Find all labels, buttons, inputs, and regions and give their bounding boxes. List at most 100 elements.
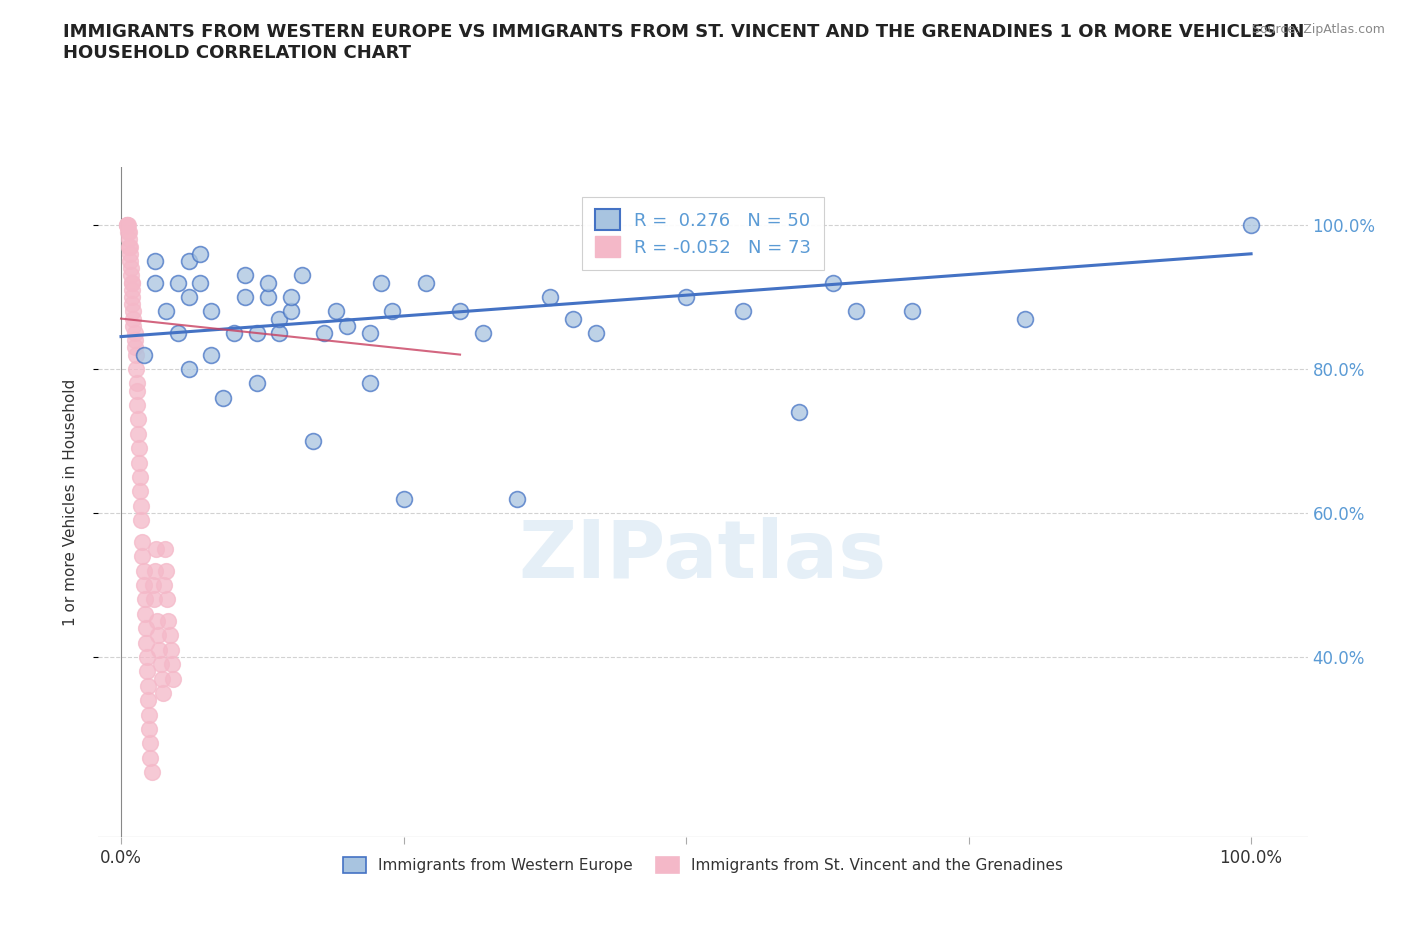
Point bbox=[129, 484, 152, 498]
Point bbox=[505, 491, 527, 506]
Point bbox=[280, 304, 302, 319]
Point bbox=[222, 326, 245, 340]
Point bbox=[359, 326, 381, 340]
Point bbox=[138, 707, 160, 722]
Point bbox=[117, 218, 139, 232]
Point bbox=[370, 275, 392, 290]
Text: IMMIGRANTS FROM WESTERN EUROPE VS IMMIGRANTS FROM ST. VINCENT AND THE GRENADINES: IMMIGRANTS FROM WESTERN EUROPE VS IMMIGR… bbox=[63, 23, 1305, 62]
Point bbox=[160, 657, 183, 671]
Point bbox=[131, 535, 153, 550]
Point bbox=[585, 326, 607, 340]
Point bbox=[120, 260, 142, 275]
Point bbox=[166, 326, 188, 340]
Point bbox=[122, 318, 145, 333]
Point bbox=[188, 246, 211, 261]
Point bbox=[132, 578, 155, 592]
Point bbox=[136, 649, 159, 664]
Point bbox=[132, 347, 155, 362]
Point bbox=[118, 225, 141, 240]
Point bbox=[325, 304, 347, 319]
Point bbox=[302, 433, 325, 448]
Point bbox=[314, 326, 336, 340]
Point bbox=[257, 289, 280, 304]
Point bbox=[159, 643, 181, 658]
Point bbox=[246, 326, 269, 340]
Point bbox=[675, 289, 697, 304]
Point bbox=[142, 578, 165, 592]
Point bbox=[139, 751, 162, 765]
Point bbox=[177, 254, 200, 269]
Legend: Immigrants from Western Europe, Immigrants from St. Vincent and the Grenadines: Immigrants from Western Europe, Immigran… bbox=[337, 851, 1069, 880]
Point bbox=[562, 312, 585, 326]
Text: ZIPatlas: ZIPatlas bbox=[519, 517, 887, 595]
Point bbox=[392, 491, 415, 506]
Point bbox=[233, 289, 256, 304]
Point bbox=[359, 376, 381, 391]
Point bbox=[787, 405, 810, 419]
Point bbox=[155, 304, 177, 319]
Point bbox=[246, 376, 269, 391]
Point bbox=[115, 218, 138, 232]
Point bbox=[280, 289, 302, 304]
Point bbox=[136, 678, 159, 693]
Point bbox=[121, 275, 143, 290]
Point bbox=[152, 685, 174, 700]
Point bbox=[269, 326, 291, 340]
Point bbox=[120, 254, 142, 269]
Point bbox=[132, 564, 155, 578]
Point bbox=[269, 312, 291, 326]
Point bbox=[125, 376, 148, 391]
Point bbox=[128, 455, 150, 470]
Point bbox=[153, 578, 176, 592]
Point bbox=[143, 275, 166, 290]
Point bbox=[143, 254, 166, 269]
Point bbox=[131, 549, 153, 564]
Point bbox=[211, 391, 233, 405]
Text: Source: ZipAtlas.com: Source: ZipAtlas.com bbox=[1251, 23, 1385, 36]
Point bbox=[125, 347, 148, 362]
Point bbox=[115, 218, 138, 232]
Point bbox=[145, 541, 167, 556]
Point bbox=[166, 275, 188, 290]
Point bbox=[381, 304, 404, 319]
Point bbox=[121, 297, 143, 312]
Point bbox=[135, 635, 157, 650]
Point bbox=[153, 541, 176, 556]
Point bbox=[336, 318, 359, 333]
Point bbox=[141, 764, 163, 779]
Point bbox=[120, 246, 142, 261]
Point bbox=[134, 606, 156, 621]
Point bbox=[125, 362, 148, 377]
Point bbox=[233, 268, 256, 283]
Point bbox=[134, 592, 156, 607]
Point bbox=[150, 671, 173, 686]
Point bbox=[131, 512, 153, 527]
Point bbox=[124, 326, 146, 340]
Point bbox=[149, 657, 172, 671]
Point bbox=[136, 693, 159, 708]
Point bbox=[177, 289, 200, 304]
Point bbox=[200, 304, 222, 319]
Point bbox=[136, 664, 159, 679]
Point bbox=[127, 426, 149, 441]
Point bbox=[125, 397, 148, 412]
Point bbox=[162, 671, 184, 686]
Point bbox=[118, 239, 141, 254]
Point bbox=[538, 289, 561, 304]
Point bbox=[156, 592, 179, 607]
Point bbox=[118, 232, 141, 246]
Point bbox=[901, 304, 924, 319]
Point bbox=[135, 620, 157, 635]
Point bbox=[121, 283, 143, 298]
Point bbox=[148, 628, 170, 643]
Point bbox=[257, 275, 280, 290]
Point bbox=[1014, 312, 1036, 326]
Y-axis label: 1 or more Vehicles in Household: 1 or more Vehicles in Household bbox=[63, 379, 77, 626]
Point bbox=[148, 643, 170, 658]
Point bbox=[124, 333, 146, 348]
Point bbox=[188, 275, 211, 290]
Point bbox=[157, 614, 180, 629]
Point bbox=[177, 362, 200, 377]
Point bbox=[142, 592, 165, 607]
Point bbox=[122, 304, 145, 319]
